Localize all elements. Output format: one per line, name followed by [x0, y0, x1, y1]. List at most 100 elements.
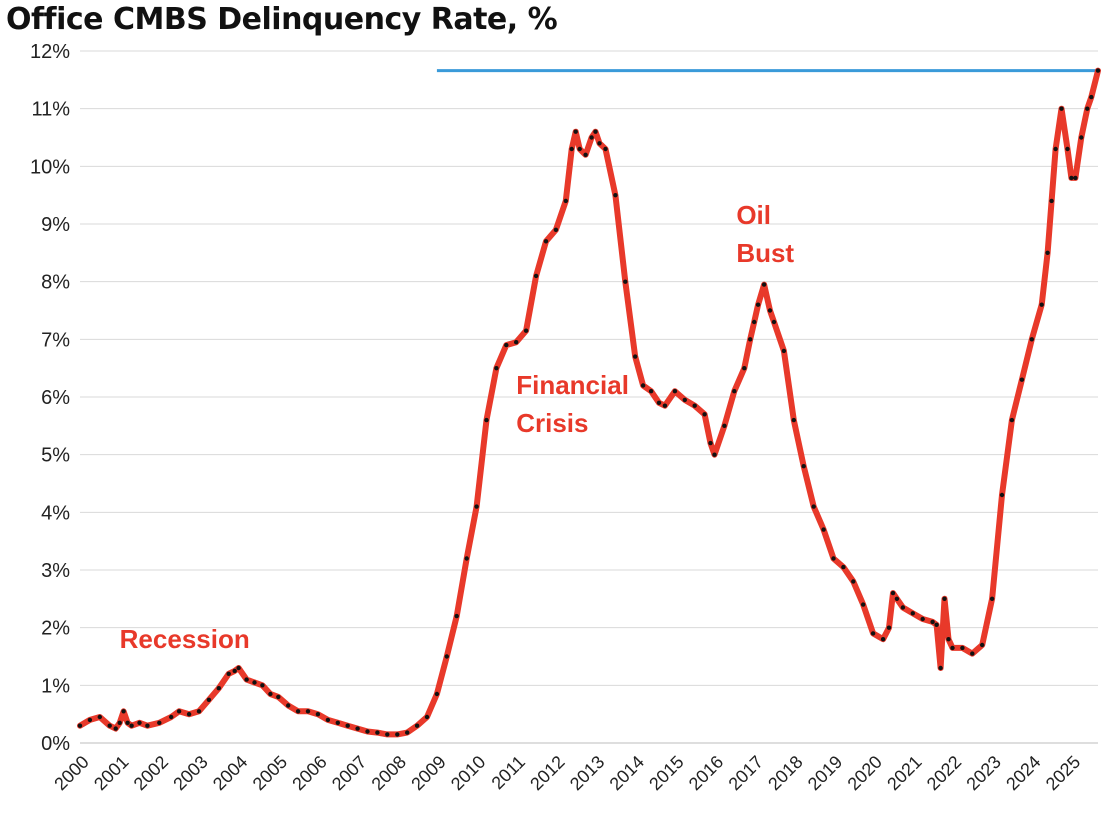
data-point: [801, 464, 806, 469]
data-point: [454, 613, 459, 619]
data-point: [385, 732, 390, 737]
data-point: [861, 602, 866, 607]
y-tick-label: 2%: [41, 618, 70, 640]
x-tick-label: 2013: [566, 752, 608, 794]
data-point: [583, 152, 588, 157]
data-point: [533, 273, 539, 279]
x-tick-label: 2010: [447, 752, 489, 794]
data-point: [286, 703, 291, 708]
data-point: [656, 400, 662, 405]
x-axis-tick-labels: 2000200120022003200420052006200720082009…: [50, 752, 1084, 794]
data-point: [543, 239, 549, 244]
data-point: [890, 590, 896, 596]
data-point: [1095, 68, 1101, 73]
x-tick-label: 2005: [249, 752, 291, 794]
data-point: [176, 709, 182, 714]
data-point: [464, 556, 469, 561]
y-tick-label: 0%: [41, 733, 70, 755]
x-tick-label: 2006: [288, 752, 330, 794]
data-point: [712, 452, 717, 457]
data-point: [335, 720, 340, 725]
data-point: [444, 654, 449, 659]
data-point: [395, 732, 400, 737]
data-point: [910, 611, 915, 616]
data-point: [755, 302, 761, 307]
x-tick-label: 2011: [488, 752, 530, 794]
x-tick-label: 2019: [804, 752, 846, 794]
data-point: [113, 726, 118, 731]
data-point: [999, 492, 1005, 498]
data-point: [563, 198, 568, 204]
gridlines: [80, 50, 1098, 744]
y-tick-label: 11%: [31, 99, 70, 121]
x-tick-label: 2022: [923, 752, 965, 794]
annotation-label: Bust: [736, 238, 794, 268]
y-tick-label: 9%: [41, 214, 70, 236]
data-point: [633, 354, 638, 359]
data-point: [692, 403, 697, 408]
y-tick-label: 10%: [30, 156, 70, 178]
data-point: [405, 730, 410, 735]
data-point: [121, 709, 126, 714]
data-point: [1085, 106, 1090, 111]
data-point: [623, 279, 628, 284]
data-point: [569, 146, 574, 152]
y-tick-label: 12%: [30, 41, 70, 63]
data-point: [934, 622, 939, 627]
x-tick-label: 2020: [844, 752, 886, 794]
data-point: [137, 720, 142, 725]
data-point: [494, 366, 499, 371]
x-tick-label: 2023: [962, 752, 1004, 794]
data-point: [900, 605, 906, 610]
data-point: [841, 564, 846, 570]
x-tick-label: 2008: [368, 752, 410, 794]
data-point: [593, 129, 598, 134]
data-point: [767, 308, 773, 313]
data-point: [970, 651, 975, 656]
data-point: [434, 691, 440, 697]
data-point: [942, 596, 947, 601]
data-point: [186, 712, 192, 717]
data-point: [589, 135, 594, 140]
data-point: [1089, 94, 1094, 100]
data-point: [107, 723, 112, 728]
data-point: [129, 723, 134, 728]
data-point: [811, 504, 816, 509]
annotation-label: Oil: [736, 200, 771, 230]
data-point: [742, 366, 747, 371]
data-point: [157, 720, 162, 725]
data-point: [831, 556, 836, 561]
data-point: [894, 596, 900, 601]
data-point: [355, 726, 360, 731]
data-point: [640, 383, 646, 388]
data-point: [920, 616, 925, 622]
x-tick-label: 2003: [169, 752, 211, 794]
y-tick-label: 4%: [41, 502, 70, 524]
data-point: [216, 686, 221, 691]
data-point: [252, 680, 257, 685]
data-point: [325, 717, 331, 723]
data-point: [1073, 175, 1078, 181]
data-point: [1053, 146, 1058, 152]
data-point: [1019, 377, 1025, 382]
data-point: [960, 645, 965, 651]
y-tick-label: 8%: [41, 272, 70, 294]
data-point: [930, 619, 935, 625]
data-point: [196, 709, 202, 714]
data-point: [1079, 135, 1084, 140]
x-tick-label: 2001: [90, 752, 132, 794]
data-point: [989, 596, 995, 601]
x-tick-label: 2017: [725, 752, 767, 794]
data-point: [791, 417, 796, 423]
data-point: [305, 709, 311, 714]
data-point: [886, 625, 892, 630]
data-point: [553, 227, 559, 232]
data-point: [125, 720, 130, 725]
data-point: [946, 637, 951, 642]
data-point: [980, 642, 985, 648]
x-tick-label: 2015: [645, 752, 687, 794]
data-point: [232, 668, 237, 674]
data-point: [682, 397, 687, 403]
data-point: [648, 389, 654, 394]
